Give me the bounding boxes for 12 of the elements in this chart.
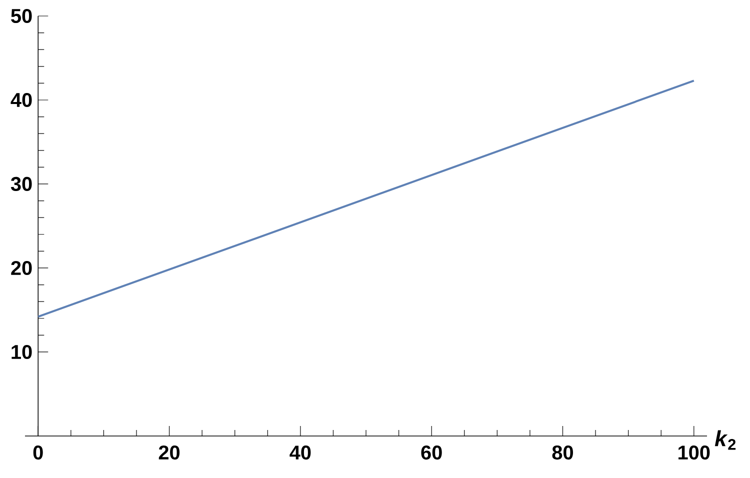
x-tick-label: 40: [290, 446, 311, 460]
y-tick-label: 20: [11, 260, 32, 276]
x-axis-title: k$_{2}$: [714, 430, 736, 450]
x-tick-label: 80: [552, 446, 573, 460]
x-tick-label: 20: [158, 446, 180, 460]
y-tick-label: 50: [11, 8, 32, 24]
y-tick-label: 30: [10, 176, 32, 192]
x-tick-label: 60: [421, 446, 442, 460]
x-tick-label: 100: [678, 446, 710, 460]
y-tick-label: 40: [10, 92, 32, 108]
y-tick-label: 10: [12, 344, 32, 360]
x-tick-label: 0: [33, 446, 43, 460]
